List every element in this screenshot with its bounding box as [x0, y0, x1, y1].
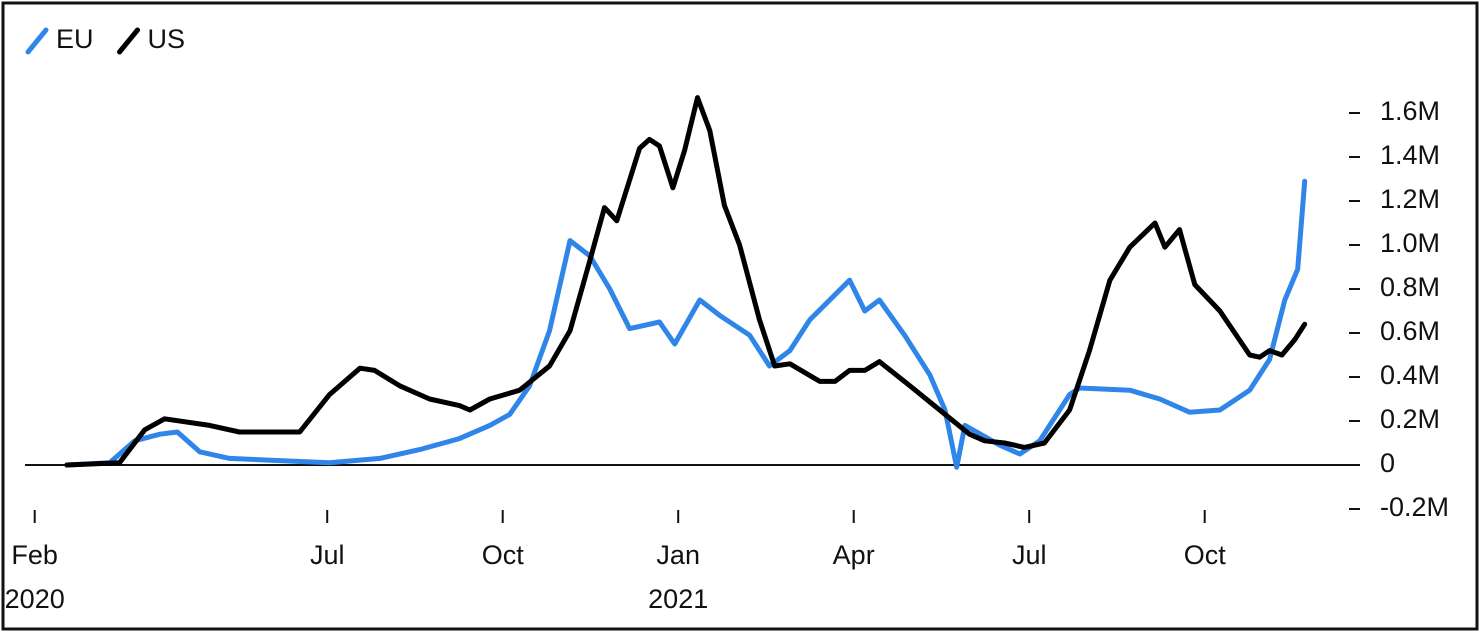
- x-tick-label: Apr: [833, 540, 875, 570]
- y-tick-label: 1.0M: [1380, 228, 1440, 258]
- y-tick-label: 0.2M: [1380, 404, 1440, 434]
- series-line: [64, 178, 1308, 470]
- x-tick-label: Jan: [656, 540, 700, 570]
- x-tick-label: Jul: [310, 540, 345, 570]
- x-tick-label: Oct: [1184, 540, 1227, 570]
- y-tick-label: -0.2M: [1380, 492, 1449, 522]
- y-tick-label: 0.6M: [1380, 316, 1440, 346]
- y-tick-label: 1.2M: [1380, 184, 1440, 214]
- x-tick-label: Oct: [482, 540, 525, 570]
- legend-label: US: [148, 24, 186, 54]
- y-tick-label: 0.4M: [1380, 360, 1440, 390]
- x-tick-sublabel: 2021: [648, 584, 708, 614]
- legend-swatch: [117, 27, 141, 55]
- legend-label: EU: [56, 24, 94, 54]
- legend-swatch: [25, 27, 49, 55]
- x-tick-label: Feb: [11, 540, 58, 570]
- x-tick-sublabel: 2020: [5, 584, 65, 614]
- x-tick-label: Jul: [1012, 540, 1047, 570]
- y-tick-label: 1.6M: [1380, 96, 1440, 126]
- y-tick-label: 0: [1380, 448, 1395, 478]
- y-tick-label: 1.4M: [1380, 140, 1440, 170]
- y-tick-label: 0.8M: [1380, 272, 1440, 302]
- series-line: [64, 95, 1308, 468]
